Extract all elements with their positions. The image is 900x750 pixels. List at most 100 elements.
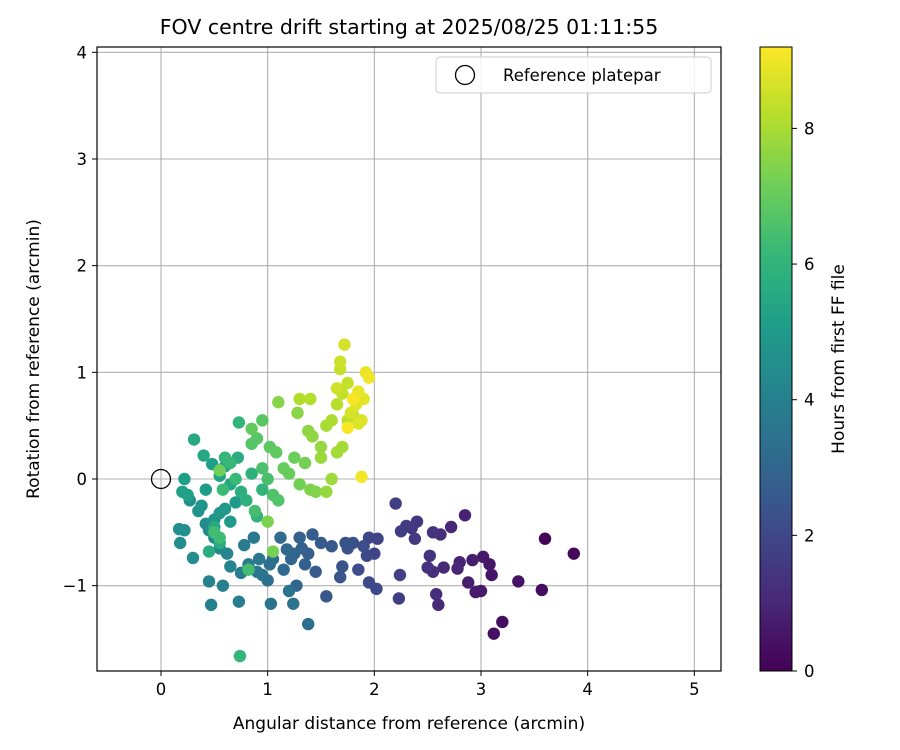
data-point (202, 575, 216, 588)
data-point (338, 338, 351, 351)
data-point (423, 549, 436, 562)
data-point (408, 532, 422, 545)
data-point (304, 392, 317, 406)
x-tick-label: 2 (369, 680, 380, 699)
plot-ticks: 0 1 2 3 4 5 −1 0 1 2 3 4 (63, 43, 700, 699)
data-point (247, 531, 260, 544)
y-tick-label: 4 (77, 43, 88, 62)
data-point (339, 536, 352, 550)
data-point (309, 565, 322, 578)
data-point (204, 598, 218, 612)
data-point (199, 483, 212, 496)
data-point (336, 440, 349, 454)
y-tick-label: −1 (63, 577, 87, 596)
data-point (197, 449, 210, 462)
data-point (264, 597, 278, 610)
reference-platepar-marker (150, 468, 172, 490)
colorbar-tick-label: 4 (804, 391, 815, 410)
plot-frame (96, 46, 722, 672)
data-point (496, 615, 509, 629)
data-point (178, 472, 191, 486)
data-point (466, 553, 479, 567)
data-point (282, 584, 296, 598)
data-point (186, 551, 200, 565)
data-point (355, 414, 368, 427)
data-point (302, 617, 315, 631)
data-point (334, 570, 347, 584)
data-point (250, 432, 264, 445)
y-tick-label: 3 (77, 150, 88, 169)
data-point (280, 543, 294, 556)
plot-grid (97, 47, 721, 671)
data-point (293, 392, 306, 406)
data-point (274, 531, 287, 544)
colorbar-tick-label: 2 (804, 526, 815, 545)
data-point (224, 560, 237, 573)
y-axis-label: Rotation from reference (arcmin) (24, 219, 44, 499)
legend-marker-reference-platepar (454, 64, 476, 86)
data-point (355, 470, 368, 484)
data-point (352, 563, 365, 576)
x-axis-label: Angular distance from reference (arcmin) (233, 714, 585, 734)
data-point (298, 558, 312, 571)
data-point (360, 549, 374, 562)
colorbar-label: Hours from first FF file (829, 264, 849, 454)
data-point (320, 485, 333, 498)
data-point (444, 520, 458, 534)
x-tick-label: 5 (689, 680, 700, 699)
data-point (362, 576, 376, 589)
data-point (277, 563, 290, 576)
data-point (330, 398, 344, 411)
data-point (263, 558, 276, 571)
y-tick-label: 2 (77, 257, 88, 276)
data-point (346, 392, 360, 406)
data-point (245, 422, 258, 436)
data-point (202, 545, 216, 558)
data-point (421, 561, 434, 574)
data-point (216, 579, 230, 592)
y-tick-label: 0 (77, 470, 88, 489)
data-point (476, 550, 490, 564)
data-point (261, 515, 274, 528)
data-point (330, 382, 344, 395)
data-point (306, 528, 319, 541)
data-point (252, 552, 266, 566)
data-point (238, 538, 251, 552)
data-point (485, 568, 498, 582)
data-point (458, 509, 472, 522)
data-point (394, 525, 408, 538)
data-point (462, 576, 475, 589)
legend-box (435, 56, 712, 94)
y-tick-label: 1 (77, 363, 88, 382)
data-point (245, 467, 258, 480)
data-point (469, 585, 482, 599)
data-point (426, 526, 440, 539)
data-point (288, 451, 301, 464)
data-point (248, 504, 262, 518)
colorbar-tick-label: 0 (804, 662, 815, 681)
legend: Reference platepar (435, 56, 712, 94)
data-point (242, 563, 255, 576)
data-point (224, 456, 237, 470)
data-point (325, 540, 338, 553)
x-tick-label: 4 (582, 680, 593, 699)
data-point (216, 483, 230, 496)
data-point (567, 547, 580, 560)
data-point (334, 355, 347, 368)
data-point (314, 451, 328, 464)
data-point (306, 430, 319, 443)
data-point (213, 464, 226, 477)
data-point (325, 414, 338, 427)
data-point (232, 595, 246, 608)
data-point (314, 536, 328, 550)
chart-title: FOV centre drift starting at 2025/08/25 … (160, 15, 659, 39)
data-point (298, 456, 312, 470)
data-point (293, 531, 306, 544)
data-point (224, 515, 237, 528)
data-point (233, 649, 247, 663)
plot-points (150, 338, 580, 663)
data-point (181, 488, 194, 502)
x-tick-label: 3 (476, 680, 487, 699)
data-point (392, 592, 406, 605)
